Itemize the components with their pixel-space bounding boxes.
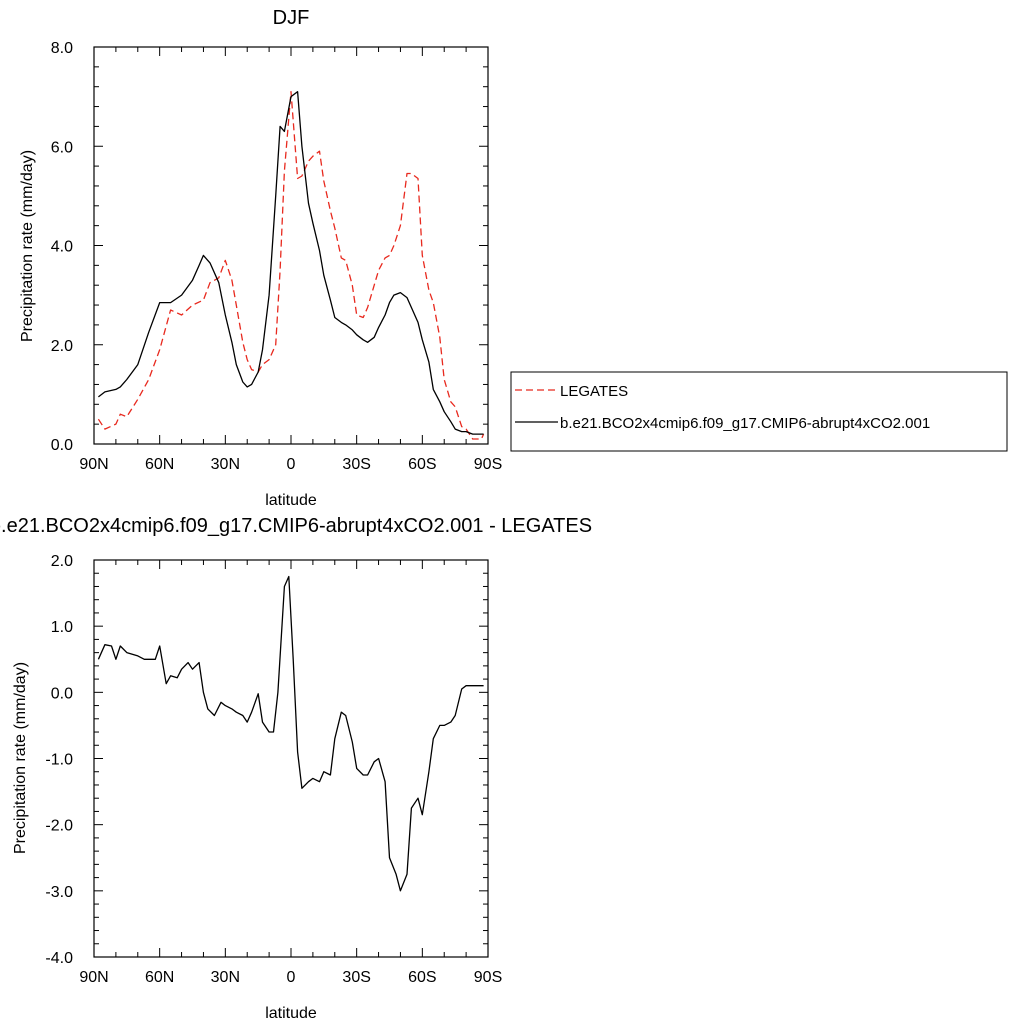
top-ytick-label: 0.0 (51, 437, 73, 454)
bottom-ytick-label: -1.0 (45, 752, 73, 769)
bottom-xtick-label: 30S (342, 969, 370, 986)
bottom-ticks: 90N 60N 30N 0 30S 60S 90S -4.0 -3.0 -2.0 -1.0 0.0 1.… (45, 553, 502, 986)
bottom-ytick-label: -4.0 (45, 950, 73, 967)
bottom-xtick-label: 0 (287, 969, 296, 986)
bottom-xtick-label: 60N (145, 969, 174, 986)
bottom-xtick-label: 30N (211, 969, 240, 986)
bottom-xlabel: latitude (265, 1005, 317, 1022)
top-ytick-label: 4.0 (51, 239, 73, 256)
legend-box (510, 371, 1008, 452)
bottom-xtick-label: 60S (408, 969, 436, 986)
top-series-line-0 (97, 91, 485, 440)
top-series-line-1 (98, 91, 484, 435)
top-plot-frame (93, 46, 489, 445)
top-xtick-label: 30N (211, 456, 240, 473)
top-xtick-label: 60S (408, 456, 436, 473)
bottom-ylabel: Precipitation rate (mm/day) (12, 662, 29, 854)
top-ylabel: Precipitation rate (mm/day) (19, 150, 36, 342)
bottom-ytick-label: 2.0 (51, 553, 73, 570)
top-xtick-label: 90N (79, 456, 108, 473)
top-panel: DJF 90N 60N 30N 0 30S 60S 90S 0.0 2.0 4.0 6.0 8.0 l… (19, 7, 502, 509)
bottom-title: b.e21.BCO2x4cmip6.f09_g17.CMIP6-abrupt4x… (0, 515, 592, 537)
top-ticks: 90N 60N 30N 0 30S 60S 90S 0.0 2.0 4.0 6.0 8.0 (51, 40, 502, 473)
top-xlabel: latitude (265, 492, 317, 509)
top-series (97, 91, 485, 440)
bottom-ytick-label: 1.0 (51, 619, 73, 636)
bottom-xtick-label: 90N (79, 969, 108, 986)
bottom-panel: b.e21.BCO2x4cmip6.f09_g17.CMIP6-abrupt4x… (0, 515, 592, 1022)
bottom-series (97, 575, 484, 892)
top-xtick-label: 30S (342, 456, 370, 473)
top-ytick-label: 6.0 (51, 139, 73, 156)
bottom-ytick-label: 0.0 (51, 685, 73, 702)
legend-label-model: b.e21.BCO2x4cmip6.f09_g17.CMIP6-abrupt4x… (560, 415, 930, 432)
bottom-ytick-label: -3.0 (45, 884, 73, 901)
top-ytick-label: 2.0 (51, 338, 73, 355)
bottom-xtick-label: 90S (474, 969, 502, 986)
top-xtick-label: 60N (145, 456, 174, 473)
top-xtick-label: 0 (287, 456, 296, 473)
top-xtick-label: 90S (474, 456, 502, 473)
bottom-series-line-0 (97, 575, 484, 892)
top-ytick-label: 8.0 (51, 40, 73, 57)
legend-label-legates: LEGATES (560, 383, 628, 400)
legend: LEGATES b.e21.BCO2x4cmip6.f09_g17.CMIP6-… (510, 371, 1008, 452)
top-title: DJF (273, 7, 310, 29)
bottom-ytick-label: -2.0 (45, 818, 73, 835)
